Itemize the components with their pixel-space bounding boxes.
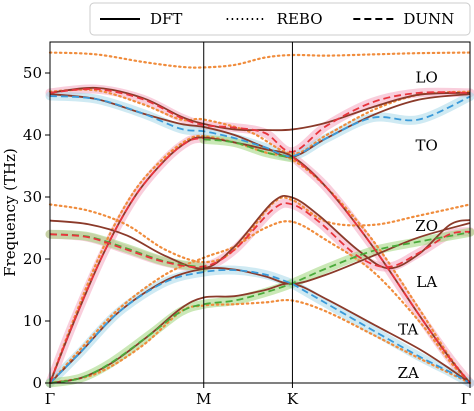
- series-line: [48, 51, 472, 69]
- series-line: [48, 134, 472, 385]
- x-tick-label: K: [287, 390, 299, 408]
- series-line: [49, 88, 471, 153]
- y-tick-label: 30: [23, 188, 42, 206]
- y-axis-label: Frequency (THz): [1, 148, 19, 277]
- branch-label: ZO: [415, 217, 438, 235]
- branch-label: LO: [416, 68, 438, 86]
- branch-label: ZA: [398, 364, 419, 382]
- series-line: [48, 298, 472, 385]
- x-tick-label: M: [196, 390, 211, 408]
- series-line: [291, 283, 471, 384]
- dispersion-curves: [48, 51, 472, 385]
- series-line: [49, 95, 471, 158]
- series-line: [49, 137, 204, 384]
- x-tick-label: Γ: [461, 390, 471, 408]
- legend-label: DFT: [150, 10, 182, 28]
- branch-label: TA: [398, 321, 418, 339]
- plot-frame: [49, 41, 471, 384]
- series-line: [48, 220, 472, 385]
- series-line: [49, 202, 471, 268]
- x-tick-label: Γ: [45, 390, 55, 408]
- legend: DFT REBO DUNN: [89, 2, 471, 36]
- legend-label: DUNN: [403, 10, 454, 28]
- y-tick-label: 0: [32, 374, 42, 392]
- y-tick-label: 20: [23, 250, 42, 268]
- axes: 0 10 20 30 40 50 Γ M K Γ Frequency (THz): [1, 41, 471, 408]
- y-tick-label: 40: [23, 126, 42, 144]
- series-line: [49, 231, 471, 384]
- series-line: [49, 194, 471, 270]
- series-line: [291, 156, 471, 384]
- uncertainty-band: [287, 279, 474, 388]
- series-line: [49, 86, 471, 132]
- branch-label: TO: [415, 137, 437, 155]
- branch-label: LA: [416, 273, 437, 291]
- y-tick-label: 50: [23, 64, 42, 82]
- series-line: [203, 138, 293, 159]
- series-line: [48, 196, 472, 264]
- series-line: [48, 88, 472, 155]
- series-line: [49, 269, 293, 384]
- legend-label: REBO: [277, 10, 323, 28]
- legend-box: [89, 2, 471, 36]
- y-tick-label: 10: [23, 312, 42, 330]
- branch-labels: LO TO ZO LA TA ZA: [398, 68, 438, 382]
